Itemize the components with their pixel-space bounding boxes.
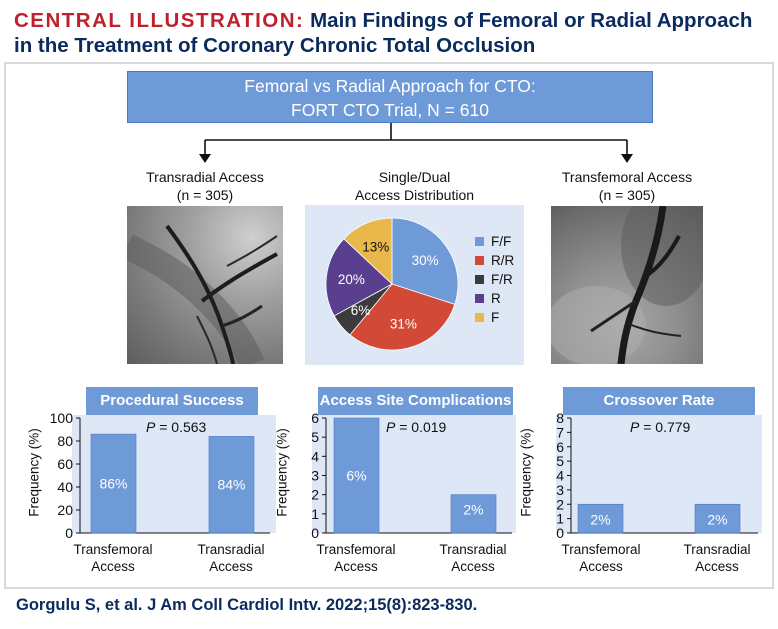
bar-transradial (208, 436, 255, 534)
y-tick-label: 3 (311, 468, 319, 484)
pie-value-label: 30% (412, 253, 439, 268)
y-tick-label: 8 (556, 410, 564, 426)
pie-slice-r-r (349, 283, 456, 351)
legend-swatch (475, 237, 484, 246)
pie-slice-f (343, 217, 393, 285)
bar-transfemoral (90, 433, 137, 534)
arrow-right-icon (621, 154, 633, 163)
y-tick-label: 2 (311, 487, 319, 503)
radial-vessel-illustration (127, 224, 278, 364)
title-text: Main Findings of Femoral or Radial Appro… (14, 9, 753, 57)
legend-label: F/F (491, 234, 511, 249)
chart-title-access-site-complications: Access Site Complications (318, 387, 513, 415)
banner-line-1: Femoral vs Radial Approach for CTO: (244, 76, 536, 96)
pie-slice-r (325, 238, 393, 317)
y-tick-label: 100 (50, 410, 74, 426)
y-tick-label: 4 (556, 468, 564, 484)
pie-slice-f-f (391, 217, 459, 305)
trial-banner: Femoral vs Radial Approach for CTO: FORT… (127, 71, 653, 123)
pie-value-label: 20% (338, 272, 365, 287)
bar-value-label: 6% (346, 468, 366, 484)
chart-title-procedural-success: Procedural Success (86, 387, 258, 415)
y-tick-label: 6 (311, 410, 319, 426)
legend-label: F (491, 310, 499, 325)
x-tick-transfemoral-2: Transfemoral Access (316, 542, 396, 574)
legend-swatch (475, 294, 484, 303)
bar-transradial (694, 503, 741, 534)
legend-swatch (475, 275, 484, 284)
femoral-vessel-illustration (551, 206, 703, 364)
pie-value-label: 31% (390, 316, 417, 331)
x-tick-transradial-1: Transradial Access (197, 542, 265, 574)
y-tick-label: 0 (65, 525, 73, 541)
x-tick-transfemoral-1: Transfemoral Access (73, 542, 153, 574)
flow-connector (199, 123, 633, 163)
bar-transfemoral (333, 417, 380, 534)
bar-value-label: 2% (590, 511, 610, 527)
radial-access-label: Transradial Access (n = 305) (127, 168, 283, 204)
legend-swatch (475, 256, 484, 265)
femoral-access-count: (n = 305) (598, 187, 656, 203)
femoral-access-label: Transfemoral Access (n = 305) (545, 168, 709, 204)
y-tick-label: 6 (556, 439, 564, 455)
x-tick-transradial-3: Transradial Access (683, 542, 751, 574)
x-tick-transradial-2: Transradial Access (439, 542, 507, 574)
arrow-left-icon (199, 154, 211, 163)
radial-angiogram-image (127, 206, 283, 364)
y-tick-label: 5 (556, 453, 564, 469)
p-value-procedural-success: P = 0.563 (146, 419, 207, 435)
bar-value-label: 2% (463, 502, 483, 518)
y-tick-label: 2 (556, 496, 564, 512)
bar-transradial (450, 494, 497, 534)
y-tick-label: 3 (556, 482, 564, 498)
y-tick-label: 1 (556, 511, 564, 527)
y-tick-label: 0 (311, 525, 319, 541)
femoral-access-title: Transfemoral Access (561, 169, 693, 185)
bar-value-label: 86% (99, 476, 127, 492)
y-tick-label: 4 (311, 448, 319, 464)
banner-line-2: FORT CTO Trial, N = 610 (291, 100, 489, 120)
pie-chart: 30% 31% 6% 20% 13% F/F R/R F/R RF (325, 217, 515, 351)
y-tick-label: 0 (556, 525, 564, 541)
y-tick-label: 80 (57, 433, 73, 449)
p-value-access-site-complications: P = 0.019 (386, 419, 447, 435)
y-tick-label: 20 (57, 502, 73, 518)
legend-label: F/R (491, 272, 513, 287)
page-title: CENTRAL ILLUSTRATION: Main Findings of F… (14, 8, 774, 58)
y-tick-label: 60 (57, 456, 73, 472)
x-tick-transfemoral-3: Transfemoral Access (561, 542, 641, 574)
y-tick-label: 1 (311, 506, 319, 522)
y-tick-label: 7 (556, 424, 564, 440)
pie-value-label: 13% (362, 239, 389, 254)
bar-value-label: 2% (707, 511, 727, 527)
distribution-label-line-2: Access Distribution (354, 187, 475, 203)
radial-access-title: Transradial Access (146, 169, 264, 185)
y-tick-label: 5 (311, 429, 319, 445)
p-value-crossover-rate: P = 0.779 (630, 419, 691, 435)
access-distribution-chart: 30% 31% 6% 20% 13% F/F R/R F/R R F (305, 205, 524, 365)
bar-transfemoral (577, 503, 624, 534)
chart-title-crossover-rate: Crossover Rate (563, 387, 755, 415)
radial-access-count: (n = 305) (176, 187, 234, 203)
title-lead: CENTRAL ILLUSTRATION: (14, 9, 305, 32)
legend-label: R (491, 291, 501, 306)
bar-value-label: 84% (217, 477, 245, 493)
pie-value-label: 6% (351, 303, 371, 318)
femoral-angiogram-image (551, 206, 703, 364)
y-tick-label: 40 (57, 479, 73, 495)
distribution-label: Single/Dual Access Distribution (305, 168, 524, 204)
legend-swatch (475, 313, 484, 322)
legend-label: R/R (491, 253, 515, 268)
distribution-label-line-1: Single/Dual (378, 169, 451, 185)
citation: Gorgulu S, et al. J Am Coll Cardiol Intv… (16, 596, 478, 614)
